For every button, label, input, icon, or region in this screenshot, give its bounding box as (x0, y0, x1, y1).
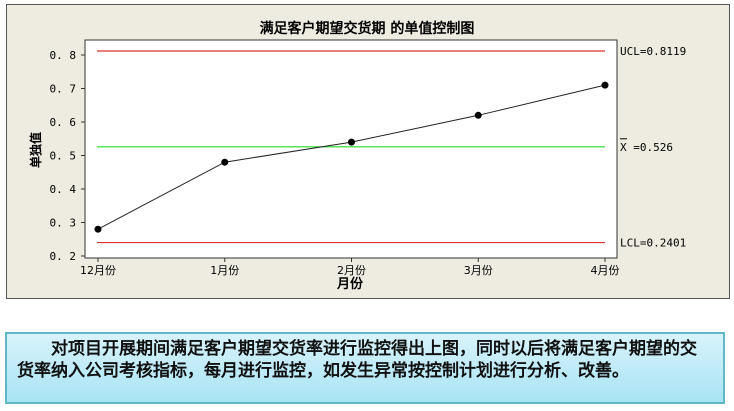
x-tick-label: 12月份 (80, 264, 116, 277)
y-tick-label: 0. 3 (50, 217, 77, 230)
x-tick-label: 1月份 (210, 264, 239, 277)
data-point (474, 111, 482, 119)
y-tick-label: 0. 5 (50, 150, 77, 163)
data-point (221, 158, 229, 166)
x-tick-label: 2月份 (337, 264, 366, 277)
data-point (348, 138, 355, 146)
y-tick-label: 0. 6 (50, 116, 77, 129)
y-tick-label: 0. 4 (50, 183, 77, 196)
control-line-label: X =0.526 (620, 141, 673, 154)
y-axis-label: 单独值 (28, 132, 43, 168)
y-tick-label: 0. 7 (50, 83, 77, 96)
x-tick-label: 4月份 (591, 264, 620, 277)
data-point (94, 225, 102, 233)
plot-area (84, 39, 618, 259)
control-line-label: LCL=0.2401 (620, 237, 686, 250)
control-line-label: UCL=0.8119 (620, 45, 686, 58)
data-point (601, 81, 609, 89)
chart-title: 满足客户期望交货期 的单值控制图 (260, 20, 475, 37)
x-axis-label: 月份 (336, 276, 364, 292)
y-tick-label: 0. 8 (50, 49, 77, 62)
note-text: 对项目开展期间满足客户期望交货率进行监控得出上图，同时以后将满足客户期望的交货率… (5, 332, 725, 404)
x-tick-label: 3月份 (464, 264, 493, 277)
y-tick-label: 0. 2 (50, 250, 77, 263)
control-chart: 满足客户期望交货期 的单值控制图 单独值 月份 0. 2 0. 3 0. 4 0. 5… (28, 20, 686, 292)
